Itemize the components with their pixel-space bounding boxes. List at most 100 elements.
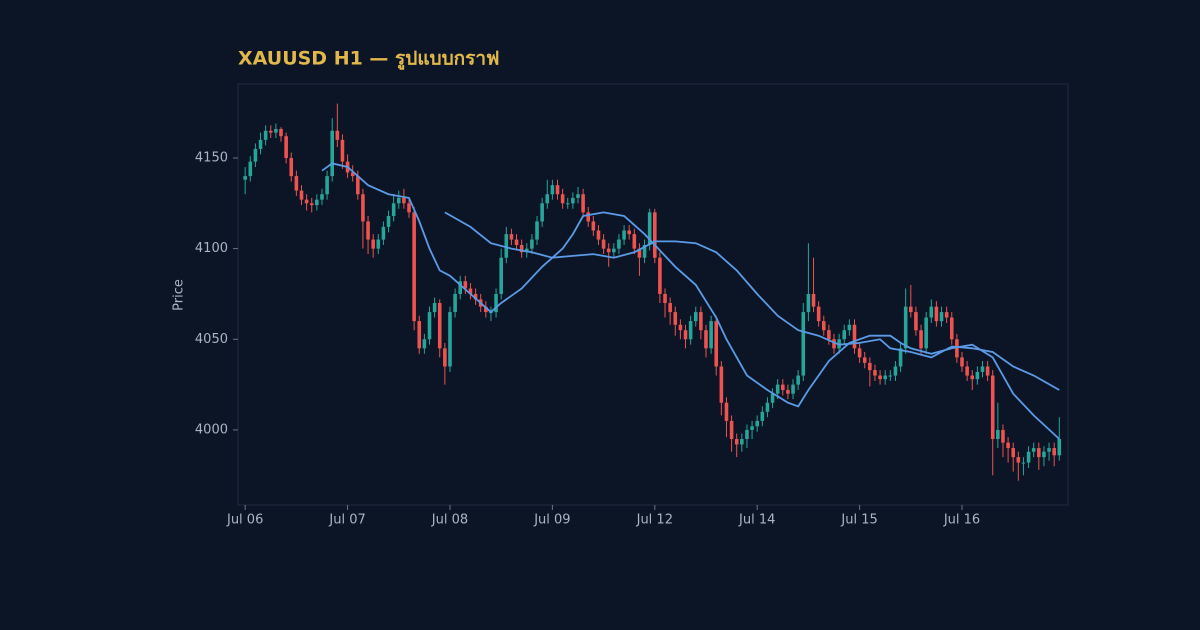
candle-body [647,212,652,246]
candle-body [1026,451,1031,463]
candle-body [781,384,785,391]
candle-body [965,366,969,376]
y-tick-label: 4050 [195,332,228,347]
candle-body [842,330,847,340]
candle-body [612,248,616,253]
candle-body [642,245,647,258]
candle-body [734,439,739,445]
candle-body [852,324,857,349]
candle-body [325,176,329,195]
candle-body [530,239,534,249]
candle-body [340,139,345,162]
candle-body [1037,448,1041,458]
candle-body [893,366,898,376]
x-tick-label: Jul 14 [738,513,775,528]
candle-body [376,239,381,249]
candle-body [540,203,544,222]
candle-body [929,306,934,318]
candle-body [519,245,524,253]
candle-body [985,366,990,376]
candle-body [775,384,780,394]
candle-body [847,324,852,331]
candle-body [535,221,539,240]
candle-body [320,194,324,200]
candle-body [391,203,396,216]
candle-body [412,212,416,322]
candle-body [524,248,529,253]
candle-body [571,197,575,204]
candle-body [596,230,601,240]
candle-body [1011,448,1016,458]
candle-body [1052,448,1056,456]
candle-body [1021,462,1026,464]
candle-body [729,420,734,440]
candle-body [453,293,457,313]
candle-body [924,317,928,349]
candle-body [268,130,273,133]
candle-body [816,306,821,322]
chart-title: XAUUSD H1 — รูปแบบกราฟ [238,48,500,71]
candle-body [658,257,662,294]
candle-body [555,185,560,195]
x-tick-label: Jul 06 [226,513,263,528]
candle-body [970,375,975,380]
candle-body [586,212,591,222]
candle-body [683,330,688,340]
candle-body [606,248,611,253]
candle-body [565,203,570,205]
candle-body [581,194,585,213]
candle-body [243,176,247,180]
candle-body [934,306,939,322]
candle-body [407,203,411,213]
x-tick-label: Jul 07 [328,513,365,528]
candle-body [857,348,862,358]
candle-body [350,172,355,177]
candle-body [760,411,765,421]
candle-body [745,429,749,440]
candle-body [468,288,473,294]
y-axis-label: Price [172,279,187,311]
candle-body [248,161,253,177]
candle-body [740,439,744,445]
candle-body [356,176,360,195]
candle-body [443,348,447,367]
y-tick-label: 4150 [195,150,228,165]
candle-body [335,130,340,140]
moving-average-line [444,211,1060,391]
candle-body [560,194,565,204]
candle-body [898,348,903,367]
candle-body [274,128,278,133]
candle-body [402,197,406,204]
candle-body [279,128,283,137]
candle-body [315,199,319,206]
candle-body [463,281,468,289]
candle-body [284,136,288,158]
candle-body [714,321,719,367]
candle-body [437,303,442,349]
candle-body [591,221,596,231]
candle-body [770,393,775,403]
candle-body [289,157,294,177]
x-tick-label: Jul 12 [636,513,673,528]
candle-body [499,257,503,294]
candle-body [550,185,555,195]
candle-body [653,212,657,258]
candle-body [509,234,514,240]
x-tick-label: Jul 08 [431,513,468,528]
candle-body [990,375,995,440]
candle-body [821,321,826,331]
candle-body [919,330,923,349]
candle-body [663,293,667,304]
candle-body [719,366,724,403]
candle-body [448,312,452,367]
y-tick-label: 4100 [195,241,228,256]
candle-body [386,215,391,227]
candle-body [955,339,959,358]
candle-body [883,375,887,380]
candle-body [673,312,678,325]
candle-body [960,357,964,367]
candle-body [832,339,836,349]
candle-body [709,321,713,349]
candle-body [796,375,800,385]
candle-body [811,293,816,307]
